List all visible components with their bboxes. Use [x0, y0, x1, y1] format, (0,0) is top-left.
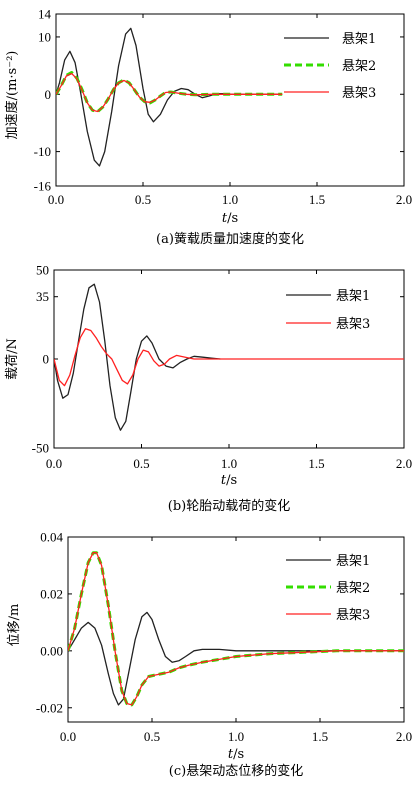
x-tick-label: 1.0 [222, 192, 238, 207]
x-axis-label-unit: /s [226, 473, 237, 488]
panel-caption: (b)轮胎动载荷的变化 [168, 498, 290, 514]
legend-label-1: 悬架1 [342, 32, 376, 47]
x-tick-label: 1.5 [312, 729, 328, 744]
x-axis-label: t/s [228, 747, 244, 762]
x-axis-label-symbol: t [228, 747, 234, 762]
legend-label-3: 悬架3 [336, 608, 370, 623]
panel-caption: (a)簧载质量加速度的变化 [156, 231, 304, 247]
y-tick-label: 10 [38, 29, 51, 44]
chart-panel-1: 0.0 0.5 1.0 1.5 2.0 14 10 0 -10 -16 加速度/(m·s⁻²) t/s… [4, 7, 412, 248]
series-line-2 [54, 328, 404, 387]
x-tick-label: 0.5 [135, 192, 151, 207]
legend-label-1: 悬架1 [336, 554, 370, 569]
series-line-3 [68, 552, 404, 706]
y-axis-label: 载荷/N [5, 338, 20, 380]
x-axis-label-unit: /s [233, 747, 244, 762]
legend-label-1: 悬架1 [336, 289, 370, 304]
y-tick-label: 0 [45, 87, 52, 102]
x-tick-label: 2.0 [396, 192, 412, 207]
y-tick-label: 35 [36, 289, 49, 304]
y-tick-label: 0 [43, 352, 50, 367]
y-tick-label: 0.00 [40, 643, 63, 658]
y-tick-label: -0.02 [36, 700, 63, 715]
x-axis-label-symbol: t [221, 473, 227, 488]
x-axis-label: t/s [222, 211, 238, 226]
x-tick-label: 2.0 [396, 729, 412, 744]
y-tick-label: 50 [36, 263, 49, 278]
x-tick-label: 0.0 [60, 729, 76, 744]
legend-label-2: 悬架3 [336, 317, 370, 332]
x-tick-label: 2.0 [396, 456, 412, 471]
y-tick-label: 0.02 [40, 586, 63, 601]
x-axis-label-symbol: t [222, 211, 228, 226]
legend-label-2: 悬架2 [342, 59, 376, 74]
x-tick-label: 0.0 [46, 456, 62, 471]
y-axis-label: 位移/m [7, 604, 22, 647]
series-line-3 [56, 72, 283, 113]
x-tick-label: 1.5 [309, 192, 325, 207]
x-axis-label: t/s [221, 473, 237, 488]
chart-panel-2: 0.0 0.5 1.0 1.5 2.0 50 35 0 -50 载荷/N t/s (b)轮胎动载荷的变… [5, 263, 412, 515]
chart-panel-3: 0.0 0.5 1.0 1.5 2.0 0.04 0.02 0.00 -0.02 位移/m t/s(… [7, 530, 412, 780]
x-tick-label: 0.5 [133, 456, 149, 471]
x-tick-label: 0.5 [144, 729, 160, 744]
series-line-2 [68, 551, 404, 707]
series-line-1 [68, 611, 404, 706]
legend-label-2: 悬架2 [336, 581, 370, 596]
y-axis-label: 加速度/(m·s⁻²) [4, 51, 20, 140]
panel-caption: (c)悬架动态位移的变化 [169, 763, 303, 779]
y-tick-label: 0.04 [40, 530, 63, 545]
series-line-1 [56, 27, 283, 167]
x-tick-label: 1.0 [228, 729, 244, 744]
x-tick-label: 1.5 [308, 456, 324, 471]
y-tick-label: -16 [34, 179, 52, 194]
legend-label-3: 悬架3 [342, 86, 376, 101]
y-tick-label: -10 [34, 144, 51, 159]
x-tick-label: 1.0 [221, 456, 237, 471]
x-tick-label: 0.0 [48, 192, 64, 207]
y-tick-label: 14 [38, 7, 52, 22]
series-line-1 [54, 283, 221, 431]
y-tick-label: -50 [32, 441, 49, 456]
x-axis-label-unit: /s [227, 211, 238, 226]
